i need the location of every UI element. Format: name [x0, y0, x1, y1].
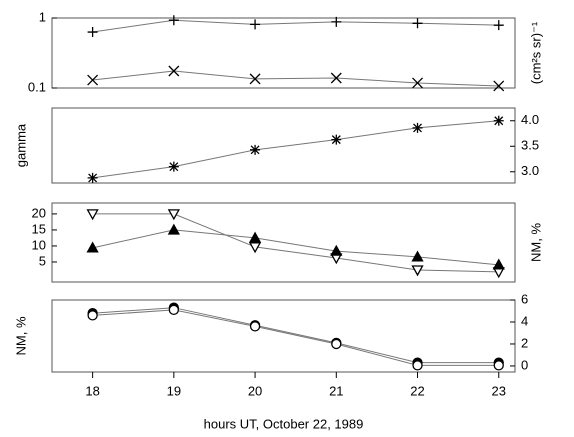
- data-point: [492, 258, 505, 270]
- panel-frame: [51, 17, 516, 89]
- data-point: [412, 122, 423, 133]
- data-point: [411, 265, 424, 277]
- data-point: [249, 321, 261, 332]
- data-point: [248, 242, 262, 254]
- data-point: [87, 27, 98, 38]
- panel-frame: [51, 299, 516, 373]
- series-line: [92, 307, 499, 364]
- data-point: [168, 161, 179, 172]
- y-tick-label: 4: [521, 313, 528, 328]
- data-point: [331, 134, 342, 145]
- series-line: [92, 229, 499, 266]
- y-tick-label: 0.1: [28, 79, 46, 94]
- y-tick-label: 4.0: [521, 112, 539, 127]
- data-point: [168, 304, 179, 316]
- data-point: [412, 360, 423, 371]
- data-point: [87, 310, 98, 321]
- x-tick-label: 22: [410, 383, 424, 398]
- y-tick-label: 2: [521, 335, 528, 350]
- panel-frame: [51, 107, 516, 184]
- data-point: [331, 338, 342, 350]
- data-point: [167, 209, 180, 221]
- x-tick-label: 23: [492, 383, 506, 398]
- data-point: [87, 74, 99, 86]
- series-line: [92, 213, 499, 273]
- x-tick-label: 21: [329, 383, 343, 398]
- y-axis-label: NM, %: [13, 316, 28, 355]
- series-line: [92, 19, 499, 33]
- y-tick-label: 1: [39, 9, 46, 24]
- data-point: [167, 223, 180, 235]
- data-point: [493, 360, 504, 371]
- data-point: [493, 20, 504, 31]
- y-axis-label: NM, %: [528, 223, 543, 262]
- data-point: [248, 231, 262, 243]
- series-line: [92, 70, 499, 87]
- data-point: [249, 73, 261, 85]
- data-point: [250, 19, 261, 30]
- data-point: [493, 80, 505, 92]
- data-point: [86, 209, 99, 221]
- y-tick-label: 0: [521, 357, 528, 372]
- data-point: [87, 172, 98, 183]
- data-point: [250, 144, 261, 155]
- data-point: [86, 241, 99, 253]
- x-tick-label: 20: [248, 383, 262, 398]
- y-tick-label: 6: [521, 291, 528, 306]
- data-point: [331, 16, 342, 27]
- data-point: [168, 65, 180, 77]
- y-tick-label: 15: [32, 221, 46, 236]
- y-tick-label: 5: [39, 253, 46, 268]
- data-point: [168, 15, 179, 26]
- y-axis-label: gamma: [13, 123, 28, 167]
- data-point: [411, 250, 424, 262]
- y-tick-label: 3.0: [521, 163, 539, 178]
- y-axis-label: (cm²s sr)⁻¹: [528, 21, 543, 84]
- data-point: [412, 77, 423, 89]
- x-tick-label: 18: [85, 383, 99, 398]
- y-tick-label: 10: [32, 237, 46, 252]
- y-tick-label: 20: [32, 205, 46, 220]
- y-tick-label: 3.5: [521, 138, 539, 153]
- series-line: [92, 120, 499, 179]
- data-point: [493, 115, 504, 126]
- panel-frame: [51, 202, 516, 283]
- x-tick-label: 19: [167, 383, 181, 398]
- series-line: [92, 309, 499, 366]
- data-point: [412, 18, 423, 29]
- data-point: [330, 72, 342, 84]
- x-axis-label: hours UT, October 22, 1989: [204, 416, 364, 431]
- data-point: [330, 244, 343, 256]
